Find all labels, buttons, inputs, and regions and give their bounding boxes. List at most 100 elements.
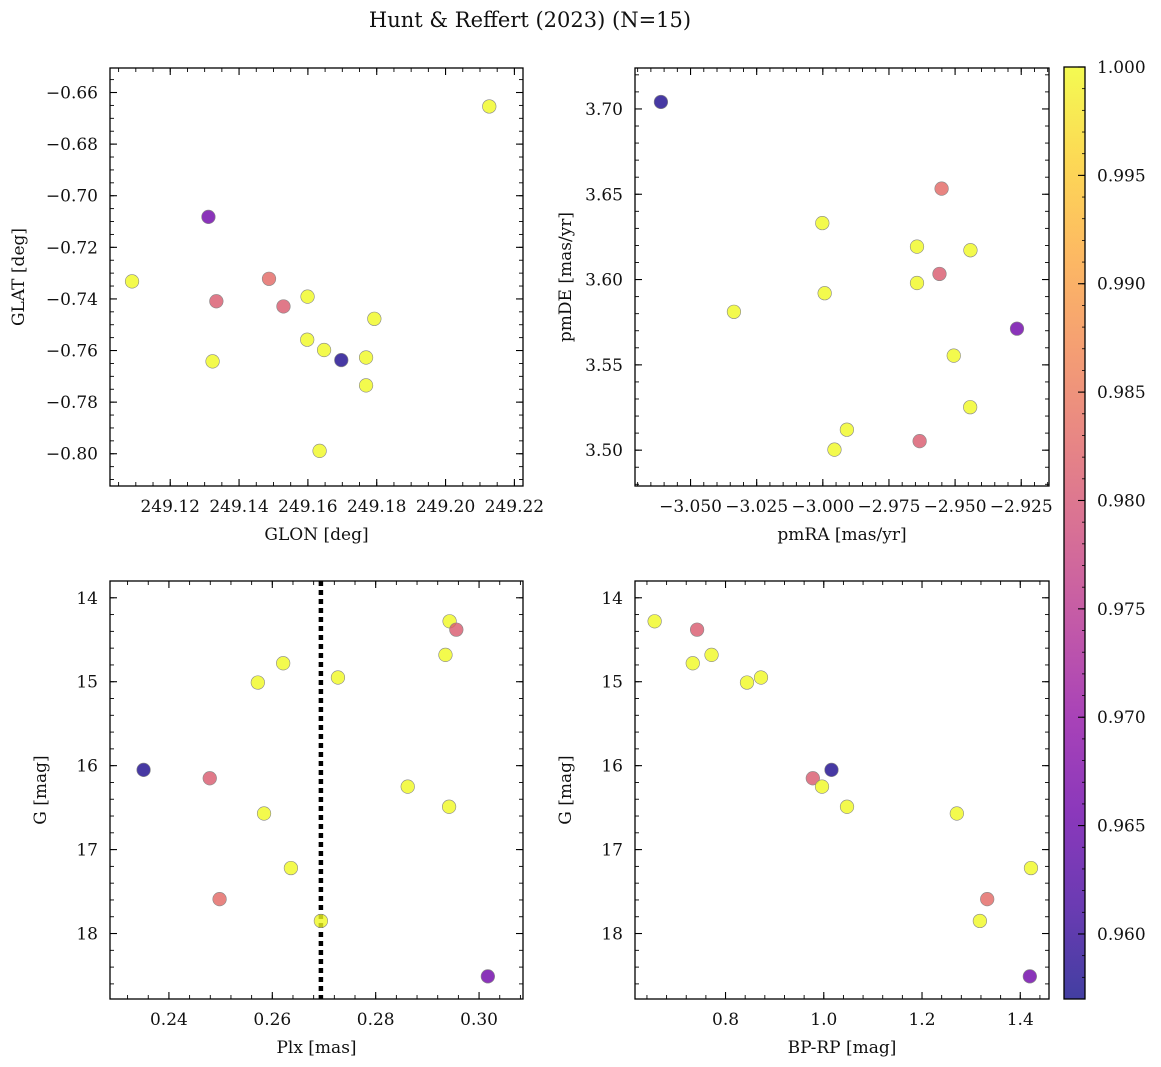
data-point xyxy=(839,799,855,814)
x-tick-label: 1.0 xyxy=(810,1010,837,1030)
data-point xyxy=(482,99,497,114)
x-tick-label: 0.24 xyxy=(150,1010,188,1030)
data-point xyxy=(653,94,669,110)
y-tick-label: 3.55 xyxy=(585,356,623,376)
x-tick-label: −3.025 xyxy=(725,497,788,517)
data-point xyxy=(276,656,291,671)
colorbar-tick-label: 0.965 xyxy=(1097,817,1146,837)
colorbar-tick-label: 1.000 xyxy=(1097,58,1146,78)
data-point xyxy=(136,762,151,777)
data-point xyxy=(815,215,830,231)
data-point xyxy=(647,614,662,629)
data-point xyxy=(300,289,315,304)
y-tick-label: −0.78 xyxy=(46,393,98,413)
data-point xyxy=(276,299,291,314)
data-point xyxy=(685,656,700,671)
data-point xyxy=(827,442,842,457)
y-tick-label: 3.50 xyxy=(585,441,623,461)
data-point xyxy=(205,354,220,369)
data-point xyxy=(202,771,217,786)
data-point xyxy=(817,286,832,301)
data-point xyxy=(441,799,457,814)
x-tick-label: 0.30 xyxy=(460,1010,498,1030)
y-tick-label: −0.68 xyxy=(46,135,98,155)
x-tick-label: 0.8 xyxy=(712,1010,739,1030)
data-point xyxy=(934,181,949,196)
data-point xyxy=(704,647,719,662)
data-point xyxy=(726,304,742,319)
colorbar-tick-label: 0.970 xyxy=(1097,708,1146,728)
data-point xyxy=(1023,860,1039,876)
data-point xyxy=(824,762,839,777)
panel-bprp-g: 0.8 1.0 1.2 1.4 14 15 16 17 18 BP-RP [mag] G [mag] xyxy=(556,580,1050,1058)
data-point xyxy=(1009,321,1025,336)
x-tick-label: 249.16 xyxy=(278,497,337,517)
colorbar-tick-label: 0.990 xyxy=(1097,275,1146,295)
data-point xyxy=(367,311,382,326)
data-point xyxy=(334,352,349,368)
data-point xyxy=(313,913,328,929)
x-tick-label: 0.26 xyxy=(253,1010,291,1030)
data-point xyxy=(980,892,995,907)
x-tick-label: 249.20 xyxy=(416,497,475,517)
y-tick-label: 16 xyxy=(601,757,623,777)
data-point xyxy=(839,422,854,437)
data-point xyxy=(814,779,830,794)
x-axis-label: BP-RP [mag] xyxy=(788,1038,897,1058)
data-point xyxy=(261,271,277,286)
colorbar-frame xyxy=(1063,66,1086,1000)
x-axis-label: Plx [mas] xyxy=(276,1038,356,1058)
data-point xyxy=(300,332,315,347)
colorbar: 0.960 0.965 0.970 0.975 0.980 0.985 0.990 0.995… xyxy=(1063,58,1146,1000)
axes-frame xyxy=(109,67,524,487)
data-point xyxy=(201,209,216,224)
data-point xyxy=(250,675,265,690)
data-point xyxy=(912,434,927,449)
y-tick-label: 16 xyxy=(76,757,98,777)
y-tick-label: 15 xyxy=(76,673,98,693)
axes-frame xyxy=(634,580,1050,1000)
data-point xyxy=(972,913,987,929)
y-axis-label: pmDE [mas/yr] xyxy=(556,212,576,342)
y-axis-label: GLAT [deg] xyxy=(9,228,29,326)
x-tick-label: 249.14 xyxy=(209,497,268,517)
data-point xyxy=(689,622,705,637)
data-point xyxy=(739,675,755,690)
x-tick-label: 0.28 xyxy=(357,1010,395,1030)
y-tick-label: 14 xyxy=(76,589,98,609)
data-point xyxy=(283,860,299,876)
x-tick-label: 249.22 xyxy=(485,497,544,517)
colorbar-gradient xyxy=(1064,67,1085,999)
x-tick-label: −2.925 xyxy=(990,497,1053,517)
y-tick-label: 3.65 xyxy=(585,185,623,205)
data-point xyxy=(256,806,272,821)
x-tick-label: 1.4 xyxy=(1007,1010,1034,1030)
colorbar-tick-label: 0.995 xyxy=(1097,166,1146,186)
data-point xyxy=(330,670,346,685)
data-point xyxy=(124,274,140,289)
data-point xyxy=(946,348,961,363)
y-tick-label: 3.70 xyxy=(585,100,623,120)
y-tick-label: 18 xyxy=(601,925,623,945)
colorbar-tick-label: 0.985 xyxy=(1097,383,1146,403)
x-tick-label: 249.18 xyxy=(347,497,406,517)
y-axis-label: G [mag] xyxy=(556,755,576,824)
data-point xyxy=(312,443,327,459)
x-tick-label: −2.950 xyxy=(924,497,987,517)
x-tick-label: −3.050 xyxy=(659,497,722,517)
x-axis-label: GLON [deg] xyxy=(264,525,368,545)
panel-plx-g: 0.24 0.26 0.28 0.30 14 15 16 17 18 Plx [mas] G [ma… xyxy=(31,580,524,1058)
axes-frame xyxy=(109,580,524,1000)
data-point xyxy=(209,294,224,309)
x-tick-label: −3.000 xyxy=(791,497,854,517)
y-tick-label: −0.76 xyxy=(46,342,98,362)
data-point xyxy=(909,275,925,291)
data-point xyxy=(805,771,820,786)
y-tick-label: −0.66 xyxy=(46,84,98,104)
y-tick-label: 14 xyxy=(601,589,623,609)
data-point xyxy=(449,622,464,637)
data-point xyxy=(400,779,415,794)
data-point xyxy=(212,892,227,907)
data-point xyxy=(753,670,769,685)
